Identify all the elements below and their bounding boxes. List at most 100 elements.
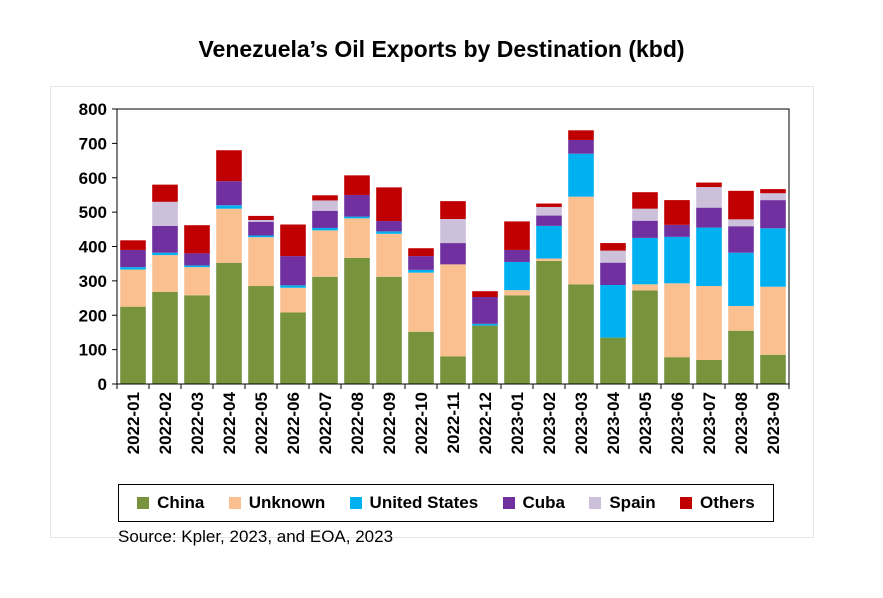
- bar-unknown-2023-01: [504, 290, 530, 296]
- bar-unknown-2022-08: [344, 218, 370, 258]
- bar-spain-2022-02: [152, 201, 178, 226]
- x-tick-label: 2023-04: [604, 391, 623, 454]
- bar-others-2022-07: [312, 195, 338, 201]
- bar-cuba-2022-11: [440, 243, 466, 265]
- bar-cuba-2023-03: [568, 139, 594, 154]
- bar-china-2022-01: [120, 306, 146, 384]
- bar-unknown-2022-06: [280, 287, 306, 313]
- bar-others-2023-04: [600, 243, 626, 251]
- bar-spain-2023-09: [760, 193, 786, 201]
- bar-unknown-2023-02: [536, 258, 562, 261]
- x-tick-label: 2023-07: [700, 392, 719, 454]
- bar-unknown-2023-08: [728, 305, 754, 331]
- y-tick-label: 100: [79, 341, 107, 360]
- bar-china-2023-05: [632, 290, 658, 384]
- bar-cuba-2022-02: [152, 225, 178, 253]
- bar-china-2022-11: [440, 356, 466, 384]
- bar-china-2022-04: [216, 263, 242, 384]
- x-tick-label: 2023-06: [668, 392, 687, 454]
- bar-united-states-2022-09: [376, 231, 402, 234]
- legend-item-united-states: United States: [349, 493, 479, 513]
- bar-others-2022-01: [120, 240, 146, 250]
- source-note: Source: Kpler, 2023, and EOA, 2023: [118, 527, 394, 546]
- bar-united-states-2022-12: [472, 323, 498, 326]
- bar-cuba-2022-10: [408, 256, 434, 270]
- bar-others-2023-01: [504, 221, 530, 250]
- bar-cuba-2022-04: [216, 181, 242, 206]
- bar-united-states-2022-04: [216, 205, 242, 209]
- y-tick-label: 700: [79, 134, 107, 153]
- legend-label: Cuba: [522, 493, 566, 512]
- bar-others-2022-08: [344, 175, 370, 195]
- bar-unknown-2023-06: [664, 283, 690, 358]
- legend-label: United States: [369, 493, 479, 512]
- bar-cuba-2023-02: [536, 215, 562, 226]
- bar-china-2022-03: [184, 295, 210, 384]
- bar-cuba-2023-07: [696, 207, 722, 228]
- bar-united-states-2023-04: [600, 285, 626, 338]
- bar-spain-2023-04: [600, 250, 626, 263]
- chart-area: 2022-01 2022-02 2022-03 2022-04 2022-05 2022-…: [50, 86, 814, 538]
- bar-spain-2023-07: [696, 187, 722, 208]
- bar-unknown-2022-10: [408, 272, 434, 332]
- chart-legend: China Unknown United States Cuba Spain Others: [118, 484, 774, 522]
- bar-china-2022-12: [472, 325, 498, 384]
- bar-others-2022-09: [376, 187, 402, 222]
- bar-cuba-2022-08: [344, 194, 370, 217]
- bar-united-states-2023-06: [664, 236, 690, 284]
- bar-unknown-2022-05: [248, 237, 274, 287]
- x-tick-label: 2022-01: [124, 392, 143, 454]
- bar-others-2022-11: [440, 201, 466, 219]
- bar-china-2022-02: [152, 291, 178, 384]
- bar-united-states-2022-06: [280, 285, 306, 288]
- x-tick-label: 2023-03: [572, 392, 591, 454]
- bar-united-states-2023-07: [696, 227, 722, 287]
- bar-china-2023-04: [600, 337, 626, 384]
- legend-label: Spain: [609, 493, 656, 512]
- bar-unknown-2022-03: [184, 267, 210, 296]
- y-tick-label: 600: [79, 169, 107, 188]
- x-tick-label: 2023-09: [764, 392, 783, 454]
- bar-cuba-2022-07: [312, 210, 338, 228]
- bar-china-2022-10: [408, 331, 434, 384]
- bar-china-2023-08: [728, 330, 754, 384]
- x-tick-label: 2022-09: [380, 392, 399, 454]
- y-tick-label: 800: [79, 100, 107, 119]
- bar-unknown-2022-09: [376, 233, 402, 277]
- bar-cuba-2022-09: [376, 221, 402, 232]
- y-tick-label: 200: [79, 306, 107, 325]
- bar-united-states-2022-08: [344, 216, 370, 219]
- legend-label: Unknown: [248, 493, 326, 512]
- bar-others-2022-04: [216, 150, 242, 182]
- bar-others-2022-12: [472, 291, 498, 298]
- x-tick-label: 2023-05: [636, 392, 655, 454]
- bar-others-2023-06: [664, 200, 690, 225]
- bar-unknown-2023-09: [760, 286, 786, 355]
- bar-united-states-2022-02: [152, 252, 178, 256]
- x-tick-label: 2022-02: [156, 392, 175, 454]
- bar-cuba-2023-04: [600, 262, 626, 285]
- bar-unknown-2023-05: [632, 284, 658, 291]
- legend-swatch: [137, 497, 150, 509]
- bar-china-2022-07: [312, 276, 338, 384]
- bar-cuba-2022-06: [280, 256, 306, 286]
- legend-item-unknown: Unknown: [228, 493, 326, 513]
- bar-others-2022-06: [280, 224, 306, 257]
- x-tick-label: 2022-12: [476, 392, 495, 454]
- bar-unknown-2022-11: [440, 264, 466, 357]
- stacked-bar-chart: 2022-01 2022-02 2022-03 2022-04 2022-05 2022-…: [79, 100, 790, 454]
- bar-united-states-2023-01: [504, 261, 530, 291]
- x-tick-label: 2022-06: [284, 392, 303, 454]
- bar-china-2023-01: [504, 295, 530, 384]
- bar-others-2023-02: [536, 203, 562, 207]
- bar-spain-2023-02: [536, 206, 562, 216]
- bar-united-states-2023-05: [632, 237, 658, 285]
- legend-swatch: [679, 497, 692, 509]
- legend-swatch: [502, 497, 515, 509]
- bar-unknown-2022-04: [216, 208, 242, 263]
- bar-unknown-2022-01: [120, 269, 146, 307]
- bar-others-2022-03: [184, 225, 210, 254]
- bar-cuba-2023-05: [632, 220, 658, 238]
- bar-spain-2022-07: [312, 200, 338, 211]
- bar-others-2023-03: [568, 130, 594, 140]
